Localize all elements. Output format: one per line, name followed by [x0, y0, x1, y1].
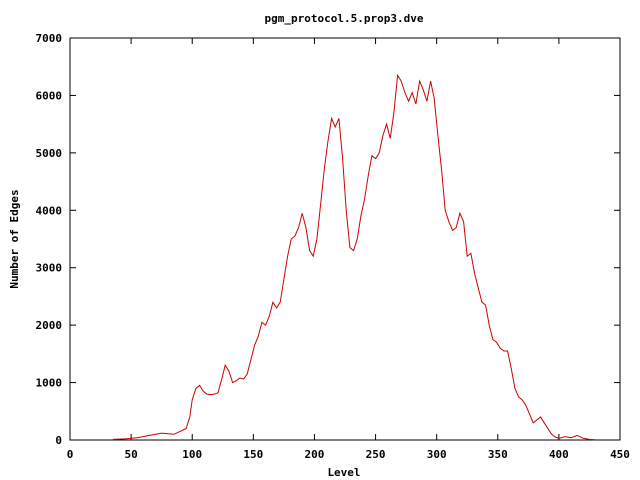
chart-title: pgm_protocol.5.prop3.dve	[265, 12, 424, 25]
y-tick-label: 1000	[36, 377, 63, 390]
x-tick-label: 400	[549, 448, 569, 461]
x-tick-label: 300	[427, 448, 447, 461]
y-tick-label: 5000	[36, 147, 63, 160]
y-tick-label: 3000	[36, 262, 63, 275]
y-tick-label: 7000	[36, 32, 63, 45]
y-tick-label: 0	[55, 434, 62, 447]
x-tick-label: 0	[67, 448, 74, 461]
x-tick-label: 250	[366, 448, 386, 461]
x-tick-label: 100	[182, 448, 202, 461]
y-tick-label: 2000	[36, 319, 63, 332]
x-tick-label: 200	[305, 448, 325, 461]
x-tick-label: 450	[610, 448, 630, 461]
x-axis-label: Level	[327, 466, 360, 479]
series-line	[112, 73, 596, 441]
y-tick-label: 4000	[36, 204, 63, 217]
y-axis-label: Number of Edges	[8, 189, 21, 288]
plot-frame	[69, 37, 621, 441]
y-axis: 0 1000 2000 3000 4000 5000 6000 7000	[36, 32, 620, 447]
y-tick-label: 6000	[36, 89, 63, 102]
x-tick-label: 150	[243, 448, 263, 461]
x-tick-label: 50	[124, 448, 137, 461]
x-axis: 0 50 100 150 200 250 300 350 400 450	[67, 38, 630, 461]
x-tick-label: 350	[488, 448, 508, 461]
